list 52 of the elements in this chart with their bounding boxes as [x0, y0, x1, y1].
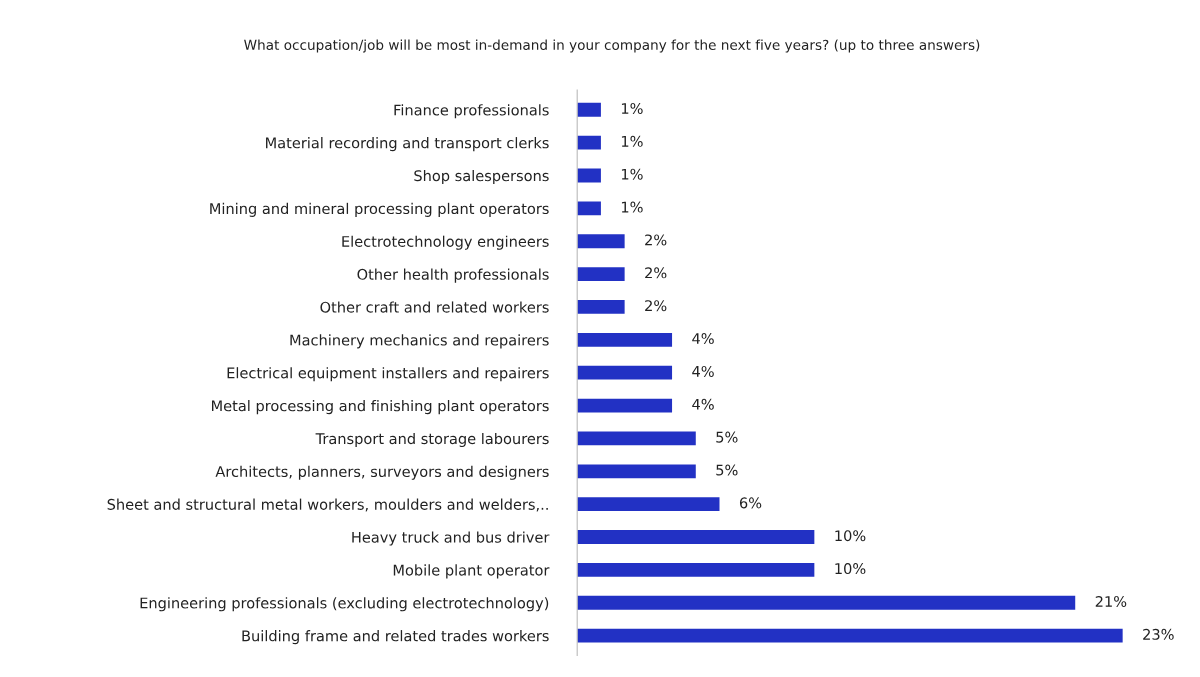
y-tick-label: Mobile plant operator — [393, 564, 550, 579]
chart-title: What occupation/job will be most in-demand in your company for the next five years? (up to three answers) — [244, 39, 980, 53]
data-label: 1% — [621, 168, 643, 180]
data-label: 1% — [621, 102, 643, 114]
bar — [577, 595, 1076, 610]
y-tick-label: Finance professionals — [394, 104, 549, 119]
bar — [577, 234, 625, 249]
bar — [577, 431, 696, 446]
data-label: 2% — [645, 300, 667, 312]
data-label: 5% — [716, 431, 738, 443]
bar — [577, 300, 625, 314]
y-tick-label: Mining and mineral processing plant operators — [210, 202, 549, 217]
data-label: 21% — [1095, 595, 1127, 607]
y-tick-label: Other craft and related workers — [320, 301, 549, 313]
bar — [577, 464, 696, 479]
bar — [577, 168, 601, 183]
y-tick-label: Electrotechnology engineers — [342, 235, 549, 250]
y-tick-label: Heavy truck and bus driver — [352, 531, 550, 546]
data-label: 10% — [835, 530, 866, 542]
bar — [577, 365, 673, 380]
data-label: 2% — [645, 234, 667, 246]
data-label: 1% — [621, 135, 643, 147]
data-label: 6% — [739, 497, 762, 509]
bar — [577, 628, 1123, 643]
y-tick-label: Architects, planners, surveyors and designers — [215, 465, 549, 480]
data-label: 23% — [1143, 628, 1174, 640]
y-tick-label: Shop salespersons — [414, 169, 549, 185]
y-tick-label: Material recording and transport clerks — [266, 137, 549, 152]
bar — [577, 332, 673, 347]
y-tick-label: Electrical equipment installers and repairers — [227, 367, 549, 382]
data-label: 4% — [692, 333, 714, 345]
data-label: 5% — [716, 464, 738, 476]
data-label: 4% — [692, 398, 714, 410]
bar — [577, 562, 815, 577]
data-label: 10% — [835, 563, 866, 575]
bar — [577, 497, 720, 512]
y-tick-label: Other health professionals — [357, 268, 549, 283]
bar — [577, 398, 673, 413]
y-tick-label: Metal processing and finishing plant operators — [212, 400, 549, 415]
y-tick-label: Engineering professionals (excluding electrotechnology) — [140, 597, 549, 612]
bar — [577, 530, 815, 544]
y-tick-label: Transport and storage labourers — [315, 432, 549, 447]
bar — [577, 201, 601, 216]
data-label: 1% — [621, 201, 643, 213]
data-label: 2% — [645, 267, 667, 279]
bar — [577, 102, 601, 117]
data-label: 4% — [692, 365, 714, 377]
y-tick-label: Building frame and related trades workers — [242, 630, 549, 645]
bar — [577, 135, 601, 150]
y-tick-label: Machinery mechanics and repairers — [290, 334, 549, 349]
bar — [577, 267, 625, 281]
y-tick-label: Sheet and structural metal workers, moulders and welders,.. — [107, 498, 548, 512]
